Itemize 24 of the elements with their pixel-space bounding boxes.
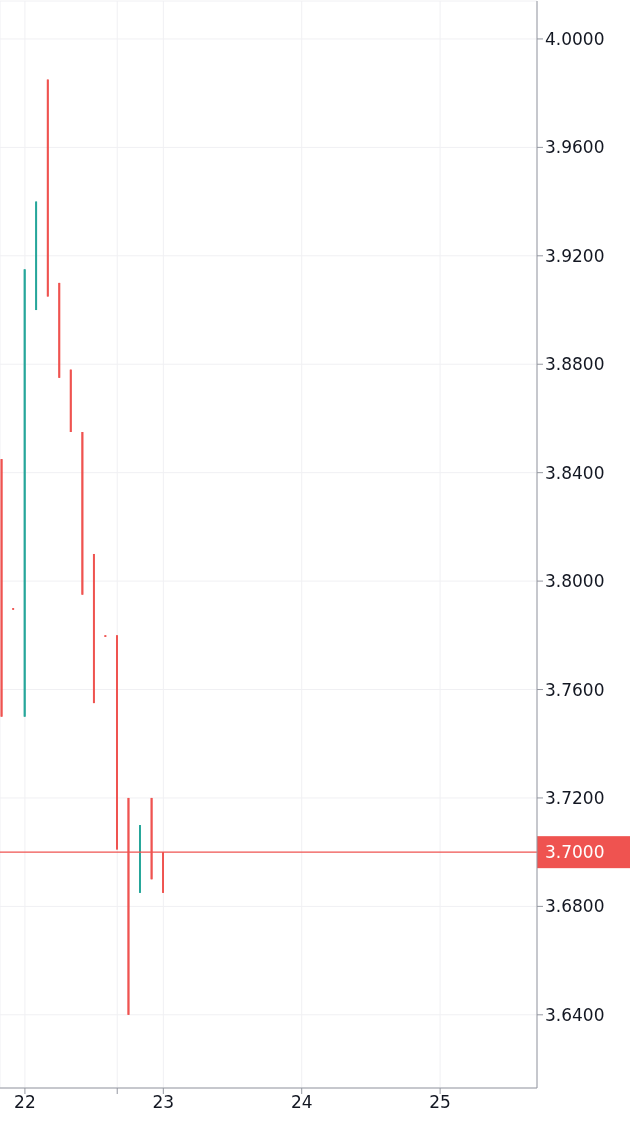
y-tick-label: 3.8800: [545, 354, 605, 375]
y-tick-label: 3.7200: [545, 787, 605, 808]
x-tick-label: 25: [429, 1092, 451, 1113]
y-tick-label: 3.8400: [545, 462, 605, 483]
candlestick: [46, 79, 49, 297]
candlestick: [0, 459, 3, 717]
y-tick-label: 3.6400: [545, 1004, 605, 1025]
y-tick-label: 4.0000: [545, 28, 605, 49]
candlestick: [139, 825, 141, 893]
y-tick-label: 3.8000: [545, 571, 605, 592]
y-tick-label: 3.9200: [545, 245, 605, 266]
candlestick: [116, 635, 118, 850]
y-tick-label: 3.6800: [545, 896, 605, 917]
candlestick: [58, 282, 61, 378]
candlestick: [92, 553, 95, 704]
x-tick-label: 23: [152, 1092, 175, 1113]
candlestick: [81, 432, 84, 595]
x-tick-label: 24: [290, 1092, 313, 1113]
ref-line-label: 3.7000: [545, 842, 605, 863]
x-tick-label: 22: [14, 1092, 36, 1113]
candlestick: [69, 369, 72, 432]
candlestick: [35, 201, 38, 311]
y-tick-label: 3.9600: [545, 137, 605, 158]
y-tick-label: 3.7600: [545, 679, 605, 700]
